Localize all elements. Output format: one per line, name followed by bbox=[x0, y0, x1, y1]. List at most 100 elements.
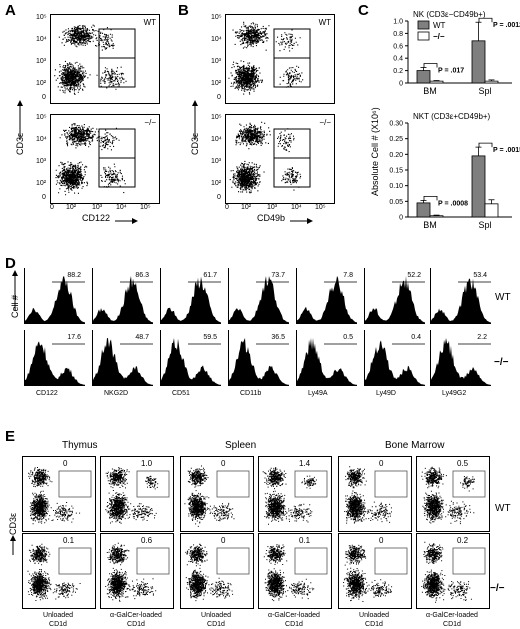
histogram: 61.7 bbox=[160, 268, 221, 324]
tick: 10⁵ bbox=[211, 14, 222, 21]
histogram-fill bbox=[93, 338, 153, 385]
bar bbox=[429, 215, 444, 218]
histogram-fill bbox=[161, 276, 221, 323]
flow-plot-e: 0.6 bbox=[100, 533, 174, 609]
percent-label: 0.6 bbox=[141, 536, 153, 545]
percent-label: 1.0 bbox=[141, 459, 153, 468]
histogram-svg bbox=[297, 338, 357, 385]
genotype-wt: WT bbox=[495, 503, 511, 514]
histogram: 36.5 bbox=[228, 330, 289, 386]
scatter-e bbox=[185, 543, 250, 602]
scatter-e bbox=[263, 544, 328, 602]
marker-label: CD51 bbox=[172, 390, 190, 397]
y-axis-label: CD3ε bbox=[8, 512, 18, 535]
percent-label: 0.5 bbox=[343, 334, 353, 341]
flow-plot-e: 0 bbox=[180, 456, 254, 532]
histogram-fill bbox=[93, 276, 153, 323]
genotype-wt: WT bbox=[495, 292, 511, 303]
y-axis-arrow bbox=[10, 535, 16, 555]
x-axis-arrow bbox=[290, 218, 313, 224]
histogram: 73.7 bbox=[228, 268, 289, 324]
bar bbox=[471, 155, 486, 218]
flow-plot-e: 0 bbox=[338, 456, 412, 532]
tick: 10³ bbox=[92, 204, 103, 211]
histogram-svg bbox=[431, 338, 491, 385]
tick: 10³ bbox=[36, 158, 47, 165]
flow-plot-e: 0 bbox=[338, 533, 412, 609]
histogram-fill bbox=[297, 338, 357, 385]
gate bbox=[374, 470, 408, 498]
p-value: P = .0008 bbox=[438, 200, 468, 207]
percent-label: 0 bbox=[379, 459, 384, 468]
tick: 10² bbox=[36, 180, 47, 187]
dots bbox=[228, 21, 304, 95]
legend-swatch bbox=[417, 20, 430, 30]
scatter-e bbox=[344, 466, 408, 524]
panel-label-c: C bbox=[358, 2, 369, 19]
y-tick-label: 0 bbox=[399, 215, 403, 222]
percent-label: 73.7 bbox=[271, 272, 285, 279]
x-axis-label: α-GalCer-loaded CD1d bbox=[110, 612, 162, 628]
histogram: 88.2 bbox=[24, 268, 85, 324]
legend-label: −/− bbox=[433, 32, 445, 41]
percent-label: 0 bbox=[221, 536, 226, 545]
y-axis-arrow bbox=[17, 100, 23, 140]
histogram: 59.5 bbox=[160, 330, 221, 386]
tick: 10⁵ bbox=[140, 204, 151, 211]
histogram-svg bbox=[365, 340, 425, 385]
marker-label: NKG2D bbox=[104, 390, 129, 397]
percent-label: 0 bbox=[221, 459, 226, 468]
tissue-bone-marrow: Bone Marrow bbox=[385, 440, 445, 451]
marker-label: Ly49D bbox=[376, 390, 396, 397]
bar-chart-nkt: 0 0.05 0.10 0.15 0.20 0.25 0.30 BM P = .0008 Spl P… bbox=[389, 112, 520, 230]
histogram: 0.5 bbox=[296, 330, 357, 386]
dots bbox=[344, 466, 392, 524]
percent-label: 59.5 bbox=[203, 334, 217, 341]
p-bracket bbox=[423, 63, 438, 68]
percent-label: 7.8 bbox=[343, 272, 353, 279]
bar bbox=[416, 70, 431, 84]
tick: 0 bbox=[225, 204, 229, 211]
panel-label-b: B bbox=[178, 2, 189, 19]
x-axis-label: Unloaded CD1d bbox=[43, 612, 73, 628]
tick: 10² bbox=[211, 180, 222, 187]
tissue-spleen: Spleen bbox=[225, 440, 257, 451]
histogram: 52.2 bbox=[364, 268, 425, 324]
y-tick-label: 0.20 bbox=[389, 152, 403, 159]
histogram-fill bbox=[229, 276, 289, 323]
histogram-svg bbox=[161, 276, 221, 323]
gate bbox=[294, 470, 328, 498]
tick: 10⁴ bbox=[291, 204, 302, 211]
y-tick-label: 0.25 bbox=[389, 136, 403, 143]
tick: 10² bbox=[211, 80, 222, 87]
dots bbox=[28, 467, 81, 525]
flow-plot-e: 1.0 bbox=[100, 456, 174, 532]
dots bbox=[105, 542, 157, 602]
histogram-svg bbox=[229, 276, 289, 323]
histogram: 17.6 bbox=[24, 330, 85, 386]
marker-label: CD11b bbox=[240, 390, 262, 397]
p-value: P = .017 bbox=[438, 68, 464, 75]
x-axis-label: CD122 bbox=[82, 213, 111, 223]
bar bbox=[484, 80, 499, 84]
genotype-label: WT bbox=[318, 18, 331, 27]
tick: 0 bbox=[42, 194, 46, 201]
p-bracket bbox=[423, 195, 438, 201]
p-bracket bbox=[478, 17, 493, 23]
histogram-svg bbox=[93, 338, 153, 385]
histogram-svg bbox=[229, 338, 289, 385]
histogram-svg bbox=[25, 276, 85, 323]
marker-label: Ly49A bbox=[308, 390, 328, 397]
tick: 10² bbox=[36, 80, 47, 87]
bar bbox=[484, 203, 499, 218]
x-axis-label: Unloaded CD1d bbox=[201, 612, 231, 628]
tick: 10⁴ bbox=[211, 136, 222, 143]
flow-plot-b-wt: WT bbox=[225, 14, 335, 104]
tick: 10⁴ bbox=[36, 136, 47, 143]
histogram-fill bbox=[297, 276, 357, 323]
bar bbox=[429, 80, 444, 84]
panel-label-a: A bbox=[5, 2, 16, 19]
tick: 10⁵ bbox=[36, 114, 47, 121]
percent-label: 0 bbox=[379, 536, 384, 545]
x-axis-arrow bbox=[115, 218, 138, 224]
